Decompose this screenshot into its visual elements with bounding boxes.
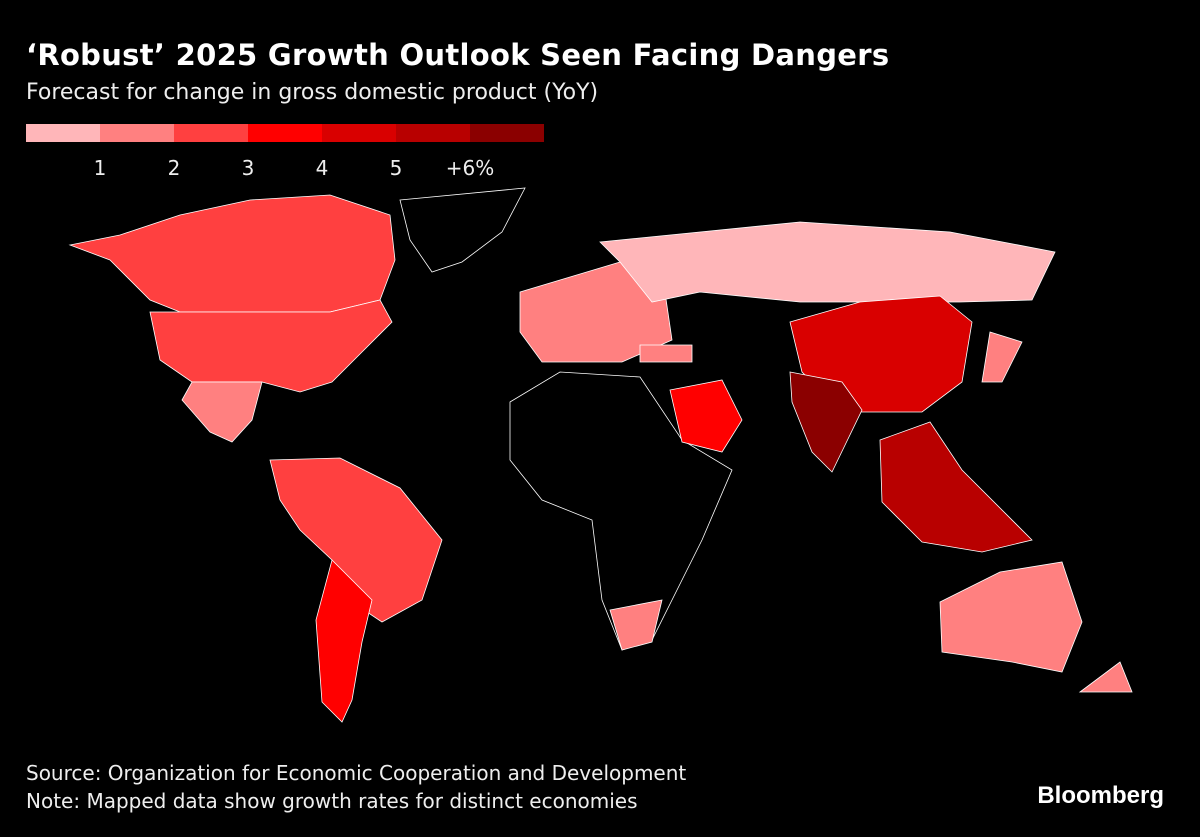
region-greenland: [399, 187, 526, 273]
legend-tick-label: 2: [167, 156, 181, 180]
legend-swatch: [174, 124, 248, 142]
legend-swatch: [248, 124, 322, 142]
region-japan: [981, 331, 1023, 383]
region-argentina: [315, 559, 373, 723]
legend-swatch: [100, 124, 174, 142]
chart-title: ‘Robust’ 2025 Growth Outlook Seen Facing…: [26, 38, 890, 72]
legend-swatch: [470, 124, 544, 142]
legend-swatch: [396, 124, 470, 142]
bloomberg-logo: Bloomberg: [1037, 782, 1164, 809]
legend-tick-label: 3: [241, 156, 255, 180]
legend-tick-label: +6%: [445, 156, 495, 180]
region-saudi-arabia: [669, 379, 743, 453]
chart-subtitle: Forecast for change in gross domestic pr…: [26, 80, 599, 105]
footnote: Note: Mapped data show growth rates for …: [26, 789, 638, 813]
region-australia: [939, 561, 1083, 673]
source-note: Source: Organization for Economic Cooper…: [26, 761, 687, 785]
legend-tick-label: 1: [93, 156, 107, 180]
region-mexico: [181, 381, 263, 443]
region-united-states: [149, 299, 393, 393]
region-turkey: [639, 344, 693, 363]
legend-swatch: [26, 124, 100, 142]
region-south-africa: [609, 599, 663, 651]
region-africa: [509, 371, 733, 651]
legend-tick-label: 4: [315, 156, 329, 180]
region-south-america-north: [269, 457, 443, 623]
region-russia: [599, 221, 1056, 303]
legend-swatch: [322, 124, 396, 142]
region-canada: [68, 194, 396, 313]
legend-tick-label: 5: [389, 156, 403, 180]
region-india: [789, 371, 863, 473]
region-new-zealand: [1078, 661, 1133, 693]
region-southeast-asia: [879, 421, 1033, 553]
